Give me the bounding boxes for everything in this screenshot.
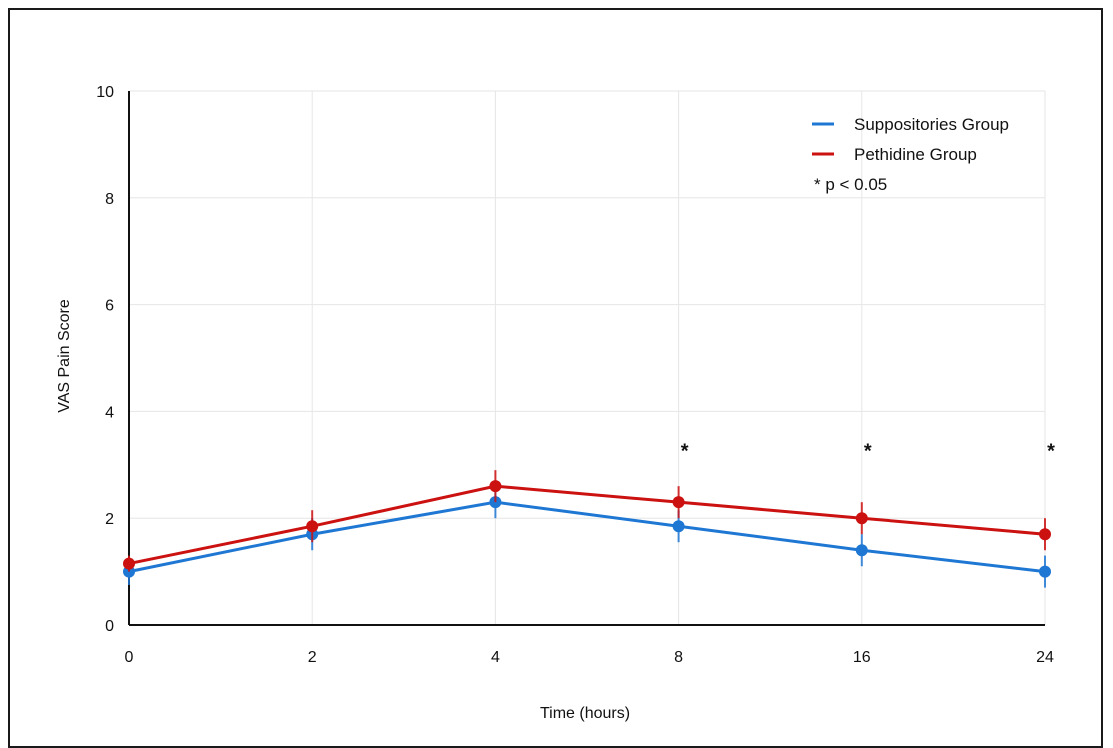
y-tick-label-6: 6 (105, 298, 114, 315)
series-line-suppositories-group (128, 500, 1046, 574)
data-point-suppositories-group-24 (1039, 565, 1051, 578)
legend-label-suppositories: Suppositories Group (854, 115, 1009, 134)
y-axis-title: VAS Pain Score (56, 299, 73, 413)
axes (128, 91, 1045, 626)
data-point-suppositories-group-16 (855, 544, 868, 557)
data-point-pethidine-group-0 (123, 557, 135, 570)
y-tick-label-8: 8 (105, 191, 114, 208)
significance-star-24: * (1047, 440, 1055, 462)
x-tick-label-24: 24 (1036, 649, 1054, 666)
legend-label-pethidine: Pethidine Group (854, 145, 977, 164)
y-tick-labels: 0 2 4 6 8 10 (96, 84, 114, 635)
data-point-suppositories-group-8 (672, 520, 685, 533)
legend: Suppositories Group Pethidine Group * p … (812, 115, 1009, 194)
significance-star-16: * (864, 440, 872, 462)
data-point-pethidine-group-16 (855, 512, 868, 525)
series-line-pethidine-group (128, 484, 1046, 566)
series-pethidine-group (123, 470, 1051, 572)
legend-significance-note: * p < 0.05 (814, 175, 887, 194)
data-point-pethidine-group-24 (1039, 528, 1051, 541)
x-tick-labels: 0 2 4 8 16 24 (125, 649, 1054, 666)
annotations: * * * (681, 440, 1055, 462)
series (123, 470, 1051, 588)
y-tick-label-0: 0 (105, 618, 114, 635)
significance-star-8: * (681, 440, 689, 462)
x-tick-label-8: 8 (674, 649, 683, 666)
x-axis-title: Time (hours) (540, 705, 630, 722)
x-tick-label-16: 16 (853, 649, 871, 666)
x-tick-label-0: 0 (125, 649, 134, 666)
data-point-pethidine-group-8 (672, 496, 685, 509)
x-tick-label-4: 4 (491, 649, 500, 666)
y-tick-label-2: 2 (105, 511, 114, 528)
data-point-pethidine-group-2 (306, 520, 319, 533)
y-tick-label-10: 10 (96, 84, 114, 101)
x-tick-label-2: 2 (308, 649, 317, 666)
data-point-pethidine-group-4 (489, 480, 502, 493)
y-tick-label-4: 4 (105, 404, 114, 421)
